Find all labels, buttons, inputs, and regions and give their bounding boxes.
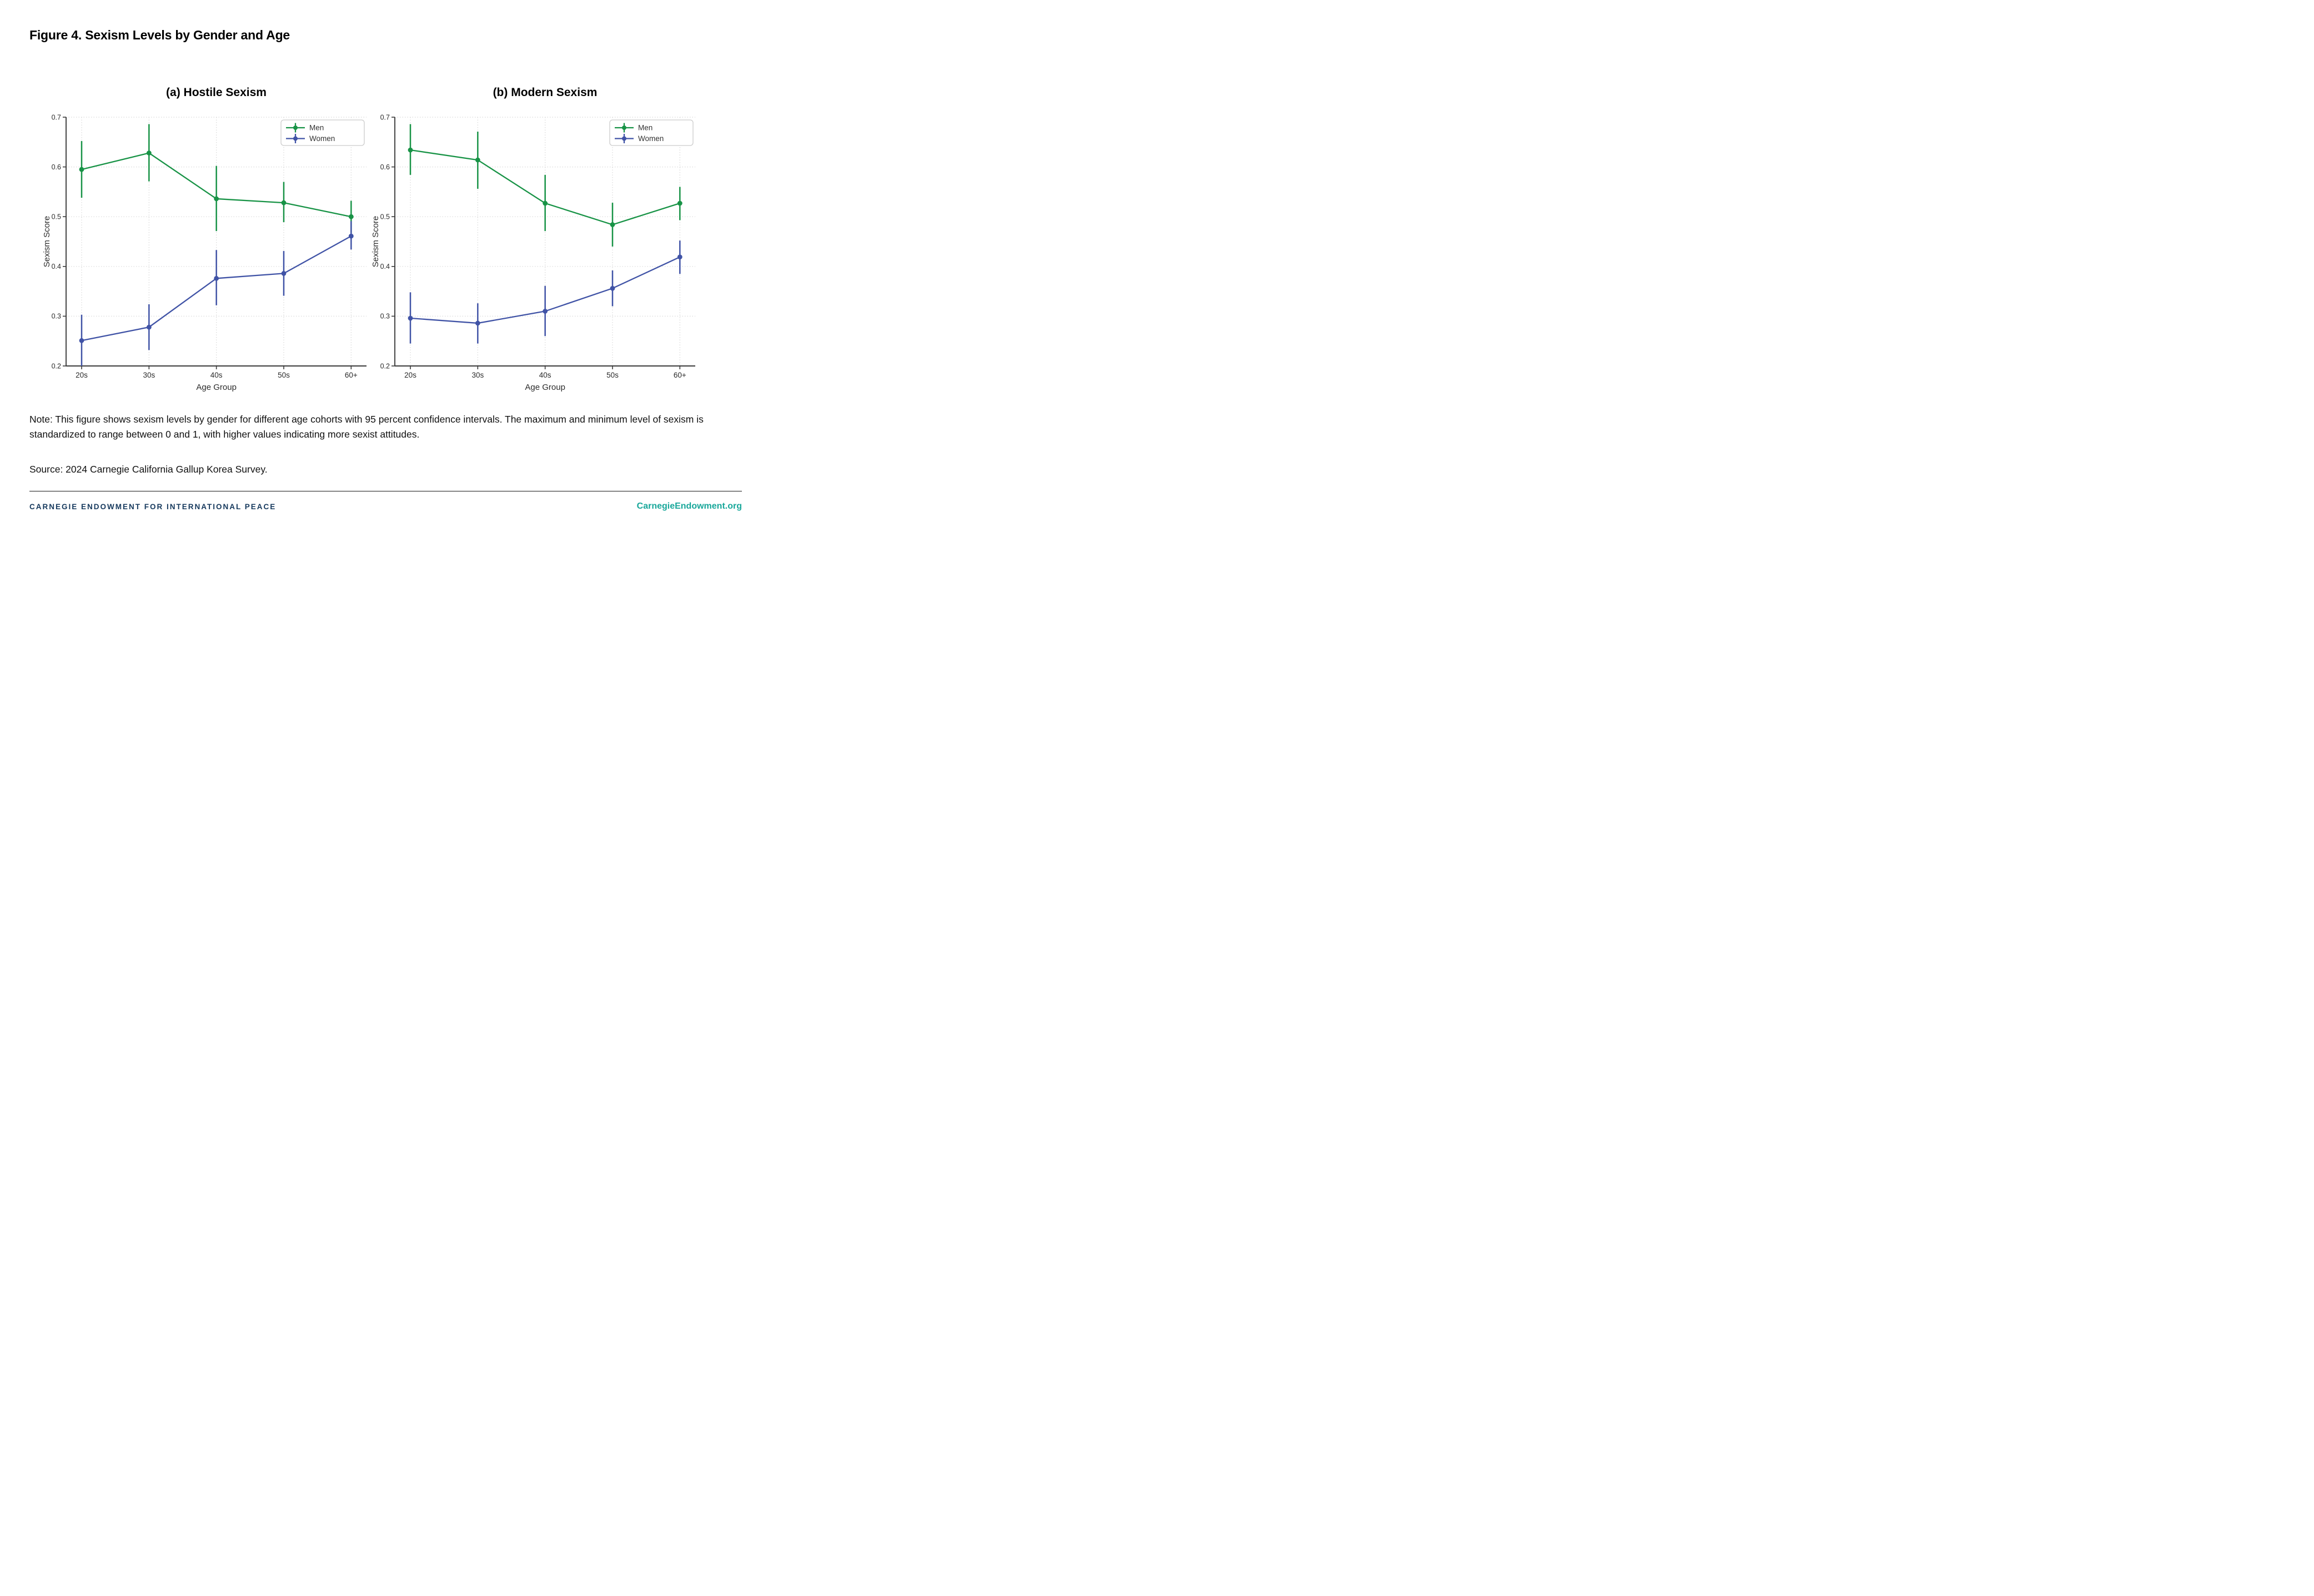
y-tick-label: 0.7: [52, 113, 61, 121]
x-tick-label: 20s: [76, 371, 88, 379]
data-point: [146, 150, 152, 155]
figure-title: Figure 4. Sexism Levels by Gender and Ag…: [29, 28, 290, 42]
data-point: [677, 200, 682, 206]
y-tick-label: 0.3: [380, 313, 390, 320]
data-point: [610, 222, 615, 227]
legend-label: Men: [638, 124, 652, 132]
legend: Men Women: [609, 119, 694, 146]
y-tick-label: 0.4: [52, 263, 61, 270]
figure-note: Note: This figure shows sexism levels by…: [29, 414, 704, 440]
series-women: [408, 240, 682, 344]
data-point: [543, 309, 548, 314]
legend-marker-point: [293, 136, 298, 141]
x-tick-label: 30s: [143, 371, 155, 379]
figure-source: Source: 2024 Carnegie California Gallup …: [29, 464, 268, 475]
x-tick-label: 60+: [345, 371, 358, 379]
footer-website-link[interactable]: CarnegieEndowment.org: [636, 501, 742, 511]
figure-page: Figure 4. Sexism Levels by Gender and Ag…: [0, 0, 771, 532]
y-tick-label: 0.6: [380, 163, 390, 171]
x-tick-label: 40s: [539, 371, 551, 379]
x-axis-title: Age Group: [525, 383, 565, 392]
series-women: [79, 221, 354, 366]
y-tick-label: 0.6: [52, 163, 61, 171]
y-tick-label: 0.2: [380, 362, 390, 370]
legend-marker-point: [622, 126, 626, 130]
x-tick-label: 50s: [606, 371, 619, 379]
legend: Men Women: [280, 119, 365, 146]
axes: 0.2 0.3 0.4 0.5 0.6 0.7 20s 30s 40s 50s 60+: [52, 113, 367, 379]
data-point: [475, 157, 480, 163]
hostile-sexism-chart: 0.2 0.3 0.4 0.5 0.6 0.7 20s 30s 40s 50s 60+ Sexism …: [43, 113, 367, 392]
data-point: [348, 233, 354, 239]
legend-label: Women: [638, 134, 664, 143]
x-tick-label: 40s: [210, 371, 223, 379]
x-tick-label: 60+: [674, 371, 686, 379]
legend-label: Men: [309, 124, 324, 132]
subplot-title-b: (b) Modern Sexism: [493, 86, 598, 99]
legend-label: Women: [309, 134, 335, 143]
data-point: [214, 196, 219, 202]
y-axis-title: Sexism Score: [372, 216, 380, 268]
subplot-title-a: (a) Hostile Sexism: [166, 86, 267, 99]
data-point: [408, 147, 413, 153]
series-men: [408, 124, 682, 247]
gridlines: [66, 117, 367, 366]
y-tick-label: 0.3: [52, 313, 61, 320]
x-tick-label: 30s: [471, 371, 484, 379]
series-men: [79, 124, 354, 233]
data-point: [475, 320, 480, 326]
y-axis-title: Sexism Score: [43, 216, 52, 268]
data-point: [79, 338, 84, 343]
data-point: [543, 200, 548, 206]
chart-modern-sexism: (b) Modern Sexism 0.2 0.3 0.4 0.5 0.6 0.7 20s 3…: [372, 83, 697, 392]
data-point: [610, 285, 615, 291]
x-tick-label: 20s: [404, 371, 416, 379]
data-point: [281, 200, 287, 205]
x-axis-title: Age Group: [196, 383, 237, 392]
y-tick-label: 0.2: [52, 362, 61, 370]
y-tick-label: 0.7: [380, 113, 390, 121]
data-point: [214, 275, 219, 281]
y-tick-label: 0.4: [380, 263, 390, 270]
data-point: [79, 167, 84, 172]
axes: 0.2 0.3 0.4 0.5 0.6 0.7 20s 30s 40s 50s 60+: [380, 113, 695, 379]
data-point: [281, 270, 287, 276]
footer-org-name: CARNEGIE ENDOWMENT FOR INTERNATIONAL PEA…: [29, 503, 277, 511]
data-point: [408, 315, 413, 321]
data-point: [348, 214, 354, 219]
modern-sexism-chart: 0.2 0.3 0.4 0.5 0.6 0.7 20s 30s 40s 50s 60+ Sexism …: [372, 113, 695, 392]
y-tick-label: 0.5: [380, 213, 390, 221]
data-point: [677, 254, 682, 260]
chart-hostile-sexism: (a) Hostile Sexism 0.2 0.3 0.4 0.5 0.6 0.7 20s…: [43, 83, 368, 392]
y-tick-label: 0.5: [52, 213, 61, 221]
x-tick-label: 50s: [278, 371, 290, 379]
data-point: [146, 324, 152, 330]
legend-marker-point: [622, 136, 626, 141]
legend-marker-point: [293, 126, 298, 130]
charts-row: (a) Hostile Sexism 0.2 0.3 0.4 0.5 0.6 0.7 20s…: [43, 83, 697, 392]
